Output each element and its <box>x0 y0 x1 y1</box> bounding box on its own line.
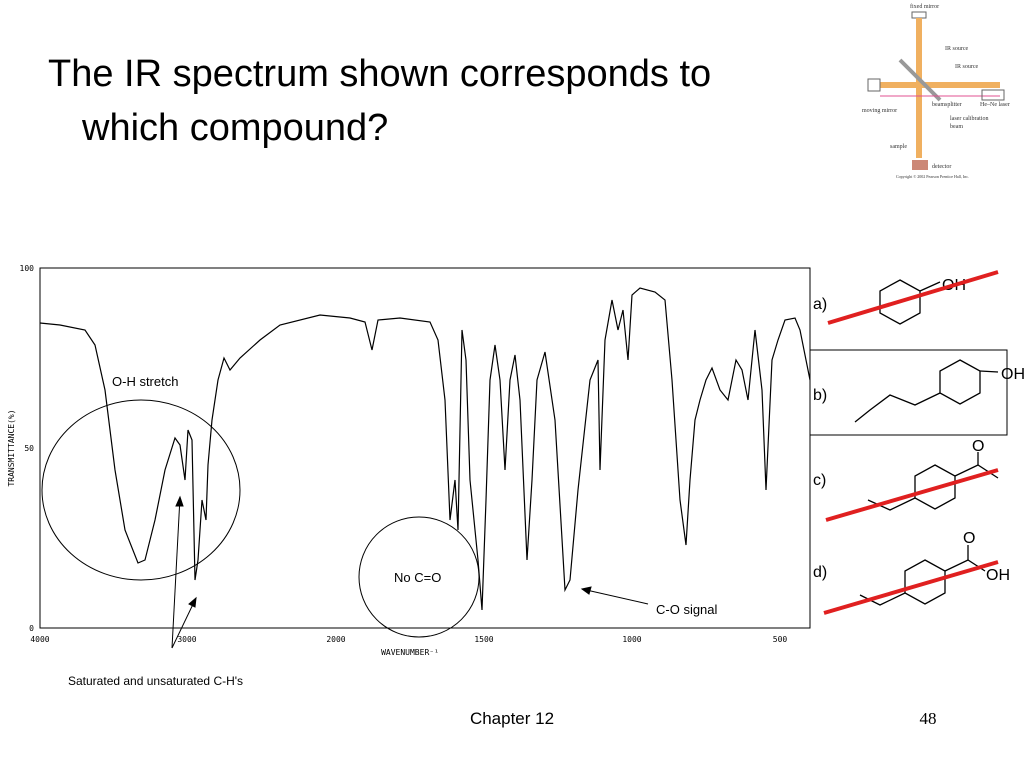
footer-chapter: Chapter 12 <box>470 709 554 728</box>
label: IR source <box>945 46 968 52</box>
x-tick: 500 <box>773 635 788 644</box>
label: fixed mirror <box>910 3 939 10</box>
interferometer: fixed mirror IR source IR source moving … <box>862 3 1010 180</box>
label: detector <box>932 164 951 170</box>
page-number: 48 <box>920 709 937 728</box>
group-label: OH <box>1001 366 1024 383</box>
option-letter: d) <box>813 564 827 581</box>
annotation: O-H stretch <box>112 374 178 389</box>
label: He–Ne laser <box>980 102 1010 108</box>
group-label: OH <box>986 567 1010 584</box>
annotation: No C=O <box>394 570 441 585</box>
x-tick: 1000 <box>622 635 641 644</box>
spectrum-curve <box>39 287 811 611</box>
y-label: TRANSMITTANCE(%) <box>7 409 16 486</box>
label: Copyright © 2002 Pearson Prentice Hall, … <box>896 174 969 180</box>
option-letter: b) <box>813 387 827 404</box>
x-tick: 4000 <box>30 635 49 644</box>
annotation-shapes <box>41 399 649 649</box>
y-tick: 100 <box>20 264 35 273</box>
label: sample <box>890 144 907 150</box>
annotation: Saturated and unsaturated C-H's <box>68 674 243 688</box>
y-tick: 0 <box>29 624 34 633</box>
x-tick: 1500 <box>474 635 493 644</box>
spectrum: 100 50 0 TRANSMITTANCE(%) 4000 3000 2000… <box>7 264 811 657</box>
x-tick: 2000 <box>326 635 345 644</box>
option-letter: a) <box>813 296 827 313</box>
label: moving mirror <box>862 108 897 114</box>
title: which compound? <box>81 107 388 149</box>
label: laser calibration <box>950 116 988 122</box>
title: The IR spectrum shown corresponds to <box>48 53 711 95</box>
option-letter: c) <box>813 472 826 489</box>
label: beam <box>950 124 963 130</box>
y-tick: 50 <box>24 444 34 453</box>
x-tick: 3000 <box>177 635 196 644</box>
annotation: C-O signal <box>656 602 718 617</box>
options: a) b) c) d) OH OH O O OH <box>809 270 1024 615</box>
label: IR source <box>955 64 978 70</box>
group-label: O <box>972 438 984 455</box>
x-label: WAVENUMBER⁻¹ <box>381 648 439 657</box>
label: beamsplitter <box>932 102 962 108</box>
group-label: O <box>963 530 975 547</box>
